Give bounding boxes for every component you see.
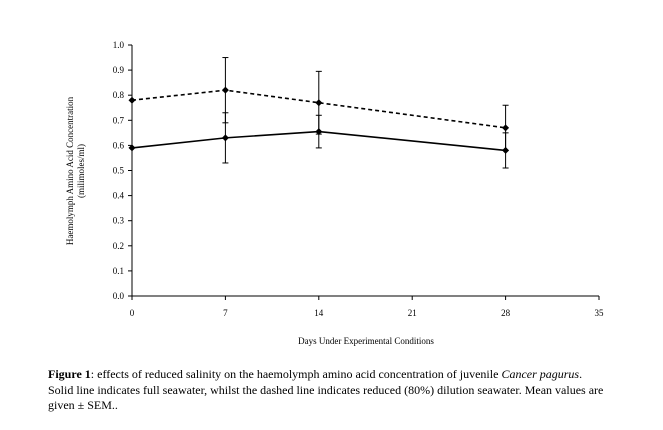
caption-text-1: : effects of reduced salinity on the hae… bbox=[90, 367, 502, 381]
series-dashed bbox=[128, 57, 510, 151]
y-tick-label: 0.2 bbox=[113, 241, 124, 251]
figure-caption: Figure 1: effects of reduced salinity on… bbox=[48, 367, 608, 414]
y-tick-label: 0.7 bbox=[113, 115, 125, 125]
x-tick-label: 0 bbox=[130, 308, 135, 318]
x-tick-label: 21 bbox=[408, 308, 417, 318]
data-point bbox=[128, 144, 136, 152]
y-axis-title: Haemolymph Amino Acid Concentration (mil… bbox=[65, 96, 86, 245]
y-axis-ticks: 0.0 0.1 0.2 0.3 0.4 0.5 0.6 0.7 0.8 0.9 1.0 bbox=[113, 40, 132, 301]
series-line bbox=[131, 89, 506, 129]
x-tick-label: 28 bbox=[501, 308, 511, 318]
caption-text-2: . Solid line indicates full seawater, wh… bbox=[48, 367, 604, 412]
y-tick-label: 0.4 bbox=[113, 191, 125, 201]
series-layer bbox=[128, 57, 510, 169]
chart-axes bbox=[131, 45, 599, 297]
x-tick-label: 14 bbox=[314, 308, 324, 318]
y-tick-label: 0.5 bbox=[113, 166, 125, 176]
y-tick-label: 0.8 bbox=[113, 90, 125, 100]
y-axis-title-line2: (milimoles/ml) bbox=[76, 144, 86, 198]
data-point bbox=[502, 124, 510, 132]
data-point bbox=[128, 96, 136, 104]
line-chart: 0.0 0.1 0.2 0.3 0.4 0.5 0.6 0.7 0.8 0.9 1.0 0 7 14 21… bbox=[65, 40, 604, 346]
y-tick-label: 0.3 bbox=[113, 216, 125, 226]
data-point bbox=[315, 99, 323, 107]
y-tick-label: 0.1 bbox=[113, 266, 124, 276]
caption-label: Figure 1 bbox=[48, 367, 91, 381]
y-tick-label: 1.0 bbox=[113, 40, 125, 50]
y-tick-label: 0.6 bbox=[113, 140, 125, 150]
x-axis-ticks: 0 7 14 21 28 35 bbox=[130, 296, 604, 318]
data-point bbox=[221, 134, 229, 142]
x-tick-label: 7 bbox=[223, 308, 228, 318]
series-line bbox=[131, 130, 506, 152]
x-axis-title: Days Under Experimental Conditions bbox=[298, 336, 434, 346]
caption-species: Cancer pagurus bbox=[501, 367, 580, 381]
y-tick-label: 0.0 bbox=[113, 291, 125, 301]
data-point bbox=[221, 86, 229, 94]
y-axis-title-line1: Haemolymph Amino Acid Concentration bbox=[65, 96, 75, 245]
y-tick-label: 0.9 bbox=[113, 65, 125, 75]
x-tick-label: 35 bbox=[595, 308, 605, 318]
